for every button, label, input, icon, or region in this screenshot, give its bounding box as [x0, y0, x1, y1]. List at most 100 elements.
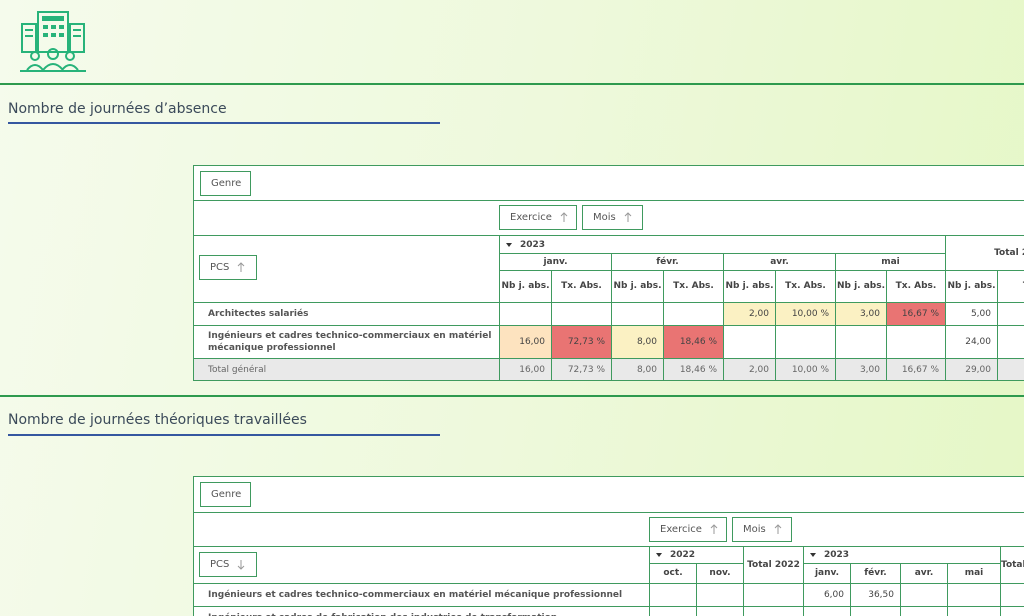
value-cell	[743, 606, 804, 616]
total-cell: 2,00	[723, 358, 776, 381]
measure-header: Nb j. abs.	[945, 270, 998, 303]
column-fields-row	[193, 512, 1024, 547]
pivot-table: Genre Exercice Mois PCS 2022 oct. nov. Total 20…	[193, 476, 1024, 616]
section-title: Nombre de journées théoriques travaillée…	[8, 412, 307, 428]
total-cell: 10,00 %	[775, 358, 836, 381]
value-cell: 13,	[997, 302, 1024, 326]
collapse-icon[interactable]	[810, 553, 816, 557]
month-header: janv.	[499, 253, 612, 271]
field-label: Mois	[593, 212, 616, 223]
month-header: oct.	[649, 563, 697, 584]
measure-header: Tx. Abs.	[663, 270, 724, 303]
total-cell: 16,67 %	[886, 358, 946, 381]
value-cell: 16,67 %	[886, 302, 946, 326]
month-header: mai	[835, 253, 946, 271]
logo-icon	[20, 11, 86, 72]
value-cell: 6,00	[803, 583, 851, 607]
title-underline	[8, 122, 440, 124]
value-cell: 16,00	[499, 325, 552, 359]
value-cell: 36,50	[850, 583, 901, 607]
value-cell: 10,00 %	[775, 302, 836, 326]
value-cell	[696, 583, 744, 607]
total-cell: 27,	[997, 358, 1024, 381]
sort-arrow[interactable]	[774, 524, 782, 535]
field-button[interactable]: Genre	[200, 482, 251, 507]
field-button[interactable]: Mois	[582, 205, 643, 230]
value-cell: 5,00	[945, 302, 998, 326]
month-header: mai	[947, 563, 1001, 584]
field-button[interactable]: PCS	[199, 552, 257, 577]
collapse-icon[interactable]	[656, 553, 662, 557]
title-underline	[8, 434, 440, 436]
month-header: avr.	[900, 563, 948, 584]
field-label: Genre	[211, 489, 242, 500]
year-label: 2023	[520, 239, 546, 250]
field-button[interactable]: Exercice	[649, 517, 727, 542]
value-cell	[900, 583, 948, 607]
total-header: Total 2022	[743, 546, 804, 584]
value-cell: 2,00	[723, 302, 776, 326]
total-cell: 72,73 %	[551, 358, 612, 381]
field-label: Exercice	[660, 524, 702, 535]
measure-header: Nb j. abs.	[499, 270, 552, 303]
year-label: 2023	[824, 550, 850, 560]
pivot-table: Genre Exercice Mois PCS 2023 Total 2023 janv.f…	[193, 165, 1024, 381]
month-header: févr.	[611, 253, 724, 271]
collapse-icon[interactable]	[506, 242, 512, 247]
divider	[0, 395, 1024, 397]
value-cell	[649, 606, 697, 616]
month-header: nov.	[696, 563, 744, 584]
value-cell	[696, 606, 744, 616]
value-cell: 24,00	[945, 325, 998, 359]
value-cell	[886, 325, 946, 359]
year-label: 2022	[670, 550, 696, 560]
value-cell: 72,73 %	[551, 325, 612, 359]
value-cell: 8,00	[611, 325, 664, 359]
total-cell: 16,00	[499, 358, 552, 381]
measure-header: Tx. Abs.	[775, 270, 836, 303]
value-cell	[947, 583, 1001, 607]
measure-header: Tx.	[997, 270, 1024, 303]
measure-header: Nb j. abs.	[835, 270, 887, 303]
measure-header: Nb j. abs.	[611, 270, 664, 303]
field-label: Genre	[211, 178, 242, 189]
value-cell: 18,46 %	[663, 325, 724, 359]
sort-arrow[interactable]	[710, 524, 718, 535]
row-label: Architectes salariés	[193, 302, 500, 326]
row-label: Ingénieurs et cadres technico-commerciau…	[193, 325, 500, 359]
value-cell	[743, 583, 804, 607]
value-cell	[775, 325, 836, 359]
month-header: févr.	[850, 563, 901, 584]
value-cell	[663, 302, 724, 326]
sort-arrow[interactable]	[560, 212, 568, 223]
value-cell	[649, 583, 697, 607]
field-button[interactable]: Exercice	[499, 205, 577, 230]
divider	[0, 83, 1024, 85]
total-cell: 8,00	[611, 358, 664, 381]
value-cell: 3,00	[835, 302, 887, 326]
year-header: 2023	[499, 235, 946, 254]
value-cell: 4	[1000, 583, 1024, 607]
row-label: Ingénieurs et cadres de fabrication des …	[193, 606, 650, 616]
field-button[interactable]: PCS	[199, 255, 257, 280]
sort-arrow[interactable]	[237, 559, 245, 570]
year-header: 2023	[803, 546, 1001, 564]
value-cell	[835, 325, 887, 359]
value-cell	[803, 606, 851, 616]
field-button[interactable]: Mois	[732, 517, 792, 542]
measure-header: Nb j. abs.	[723, 270, 776, 303]
total-header: Total 2023	[945, 235, 1024, 271]
field-label: PCS	[210, 559, 230, 570]
row-label: Ingénieurs et cadres technico-commerciau…	[193, 583, 650, 607]
sort-arrow[interactable]	[624, 212, 632, 223]
field-button[interactable]: Genre	[200, 171, 251, 196]
total-cell: 29,00	[945, 358, 998, 381]
total-cell: 3,00	[835, 358, 887, 381]
filter-row	[193, 476, 1024, 513]
sort-arrow[interactable]	[237, 262, 245, 273]
field-label: Mois	[743, 524, 766, 535]
value-cell	[611, 302, 664, 326]
field-label: PCS	[210, 262, 230, 273]
value-cell	[499, 302, 552, 326]
